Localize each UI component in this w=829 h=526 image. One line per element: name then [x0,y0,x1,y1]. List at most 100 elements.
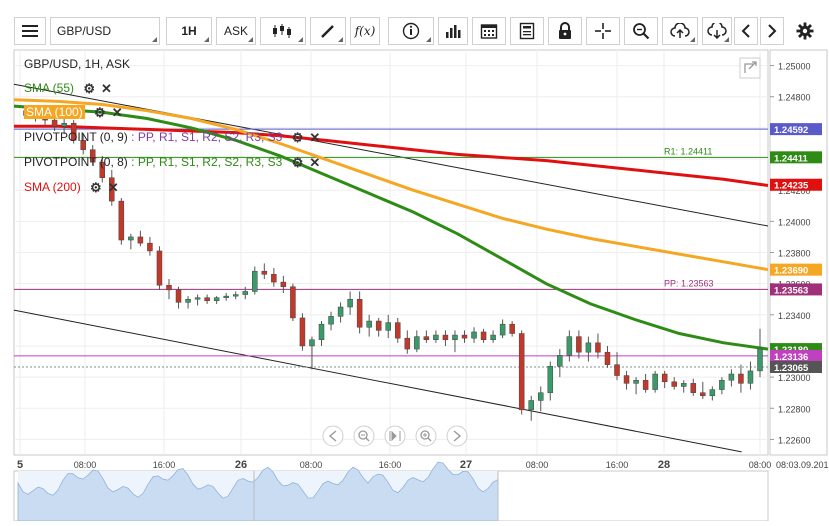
prev-button[interactable] [734,17,758,45]
candle [347,291,353,315]
menu-button[interactable] [14,17,46,45]
candle [576,330,582,359]
candle-body [51,119,58,127]
function-button[interactable]: f(x) [350,17,380,45]
candle-body [166,284,172,291]
candle [99,155,106,183]
download-button[interactable] [702,17,732,45]
candle [213,296,220,304]
next-icon [768,24,777,38]
nav-glyph [453,430,462,442]
nav-left-icon[interactable] [322,425,344,447]
candle-body [452,334,458,340]
candle [166,278,172,300]
nav-glyph [420,430,430,440]
timeframe-select[interactable]: 1H [166,17,212,45]
upload-button[interactable] [662,17,698,45]
legend-sma200-label: SMA (200) [24,180,81,195]
chart-area[interactable]: 1.250001.248001.246001.244001.242001.240… [0,47,829,522]
candle-body [175,289,182,303]
candle [604,345,611,368]
candle [261,263,268,279]
candle [642,374,649,393]
price-tag-label: 1.23065 [774,363,809,374]
candle-body [747,370,754,384]
crosshair-button[interactable] [586,17,620,45]
nav-glyph [389,430,401,442]
candle-body [604,351,611,365]
candle-type-button[interactable] [260,17,306,45]
candle [547,361,554,401]
lock-button[interactable] [548,17,582,45]
nav-right-icon[interactable] [446,425,468,447]
candle-body [385,322,391,331]
candle [271,268,277,287]
candle-body [557,355,563,367]
candle [252,266,258,295]
candle-body [471,331,477,339]
candle [518,330,525,415]
candle-body [375,320,382,331]
candle-body [490,334,496,340]
candle [757,328,763,378]
draw-button[interactable] [310,17,346,45]
next-button[interactable] [760,17,784,45]
calendar-button[interactable] [472,17,506,45]
candle-body [118,200,125,241]
function-icon: f(x) [354,24,376,38]
nav-button-circle [353,425,375,447]
zoom-button[interactable] [624,17,658,45]
candle-body [109,177,115,202]
x-tick-label: 16:00 [606,460,629,470]
news-button[interactable] [510,17,544,45]
info-icon [402,22,420,40]
close-icon[interactable]: ✕ [107,180,119,195]
legend-pivot-9: PIVOTPOINT (0, 9) : PP, R1, S1, R2, S2, … [24,130,321,145]
gear-icon[interactable]: ⚙ [291,155,304,170]
candle [89,145,96,166]
close-icon[interactable]: ✕ [101,81,112,96]
price-tag [770,178,822,191]
x-tick-label: 27 [460,459,472,471]
nav-glyph [427,437,432,442]
candle [290,283,296,322]
gear-icon[interactable]: ⚙ [83,81,96,96]
price-tag [770,151,822,164]
price-type-select[interactable]: ASK [216,17,256,45]
candle [566,330,573,362]
settings-button[interactable] [790,17,820,45]
gear-icon[interactable]: ⚙ [94,105,106,120]
candle-body [690,383,697,393]
candle-body [366,320,372,328]
close-icon[interactable]: ✕ [309,130,321,145]
fit-icon[interactable] [384,425,406,447]
candle-body [185,298,191,303]
x-tick-label: 08:00 [300,460,323,470]
expand-icon [739,57,761,79]
info-button[interactable] [388,17,434,45]
x-tick-label: 26 [235,459,247,471]
y-tick-label: 1.24000 [778,217,811,227]
candle-body [461,334,468,339]
nav-button-circle [415,425,437,447]
indicators-button[interactable] [438,17,468,45]
candle [461,330,468,343]
zoom-out-icon[interactable] [353,425,375,447]
candle-body [499,323,506,336]
legend-sma100: SMA (100) ⚙ ✕ [24,105,123,121]
candle [318,321,325,346]
candle-body [680,383,687,387]
candle-body [242,291,248,295]
indicators-icon [446,25,461,38]
symbol-select[interactable]: GBP/USD [50,17,160,45]
gear-icon[interactable]: ⚙ [291,130,304,145]
price-tag-label: 1.24235 [774,181,809,192]
price-tag-label: 1.23563 [774,285,808,296]
close-icon[interactable]: ✕ [111,105,123,120]
close-icon[interactable]: ✕ [309,155,321,170]
candle-body [509,323,515,334]
gear-icon[interactable]: ⚙ [90,180,102,195]
zoom-in-icon[interactable] [415,425,437,447]
candle [109,169,115,206]
candlestick-chart[interactable]: 1.250001.248001.246001.244001.242001.240… [0,47,829,522]
